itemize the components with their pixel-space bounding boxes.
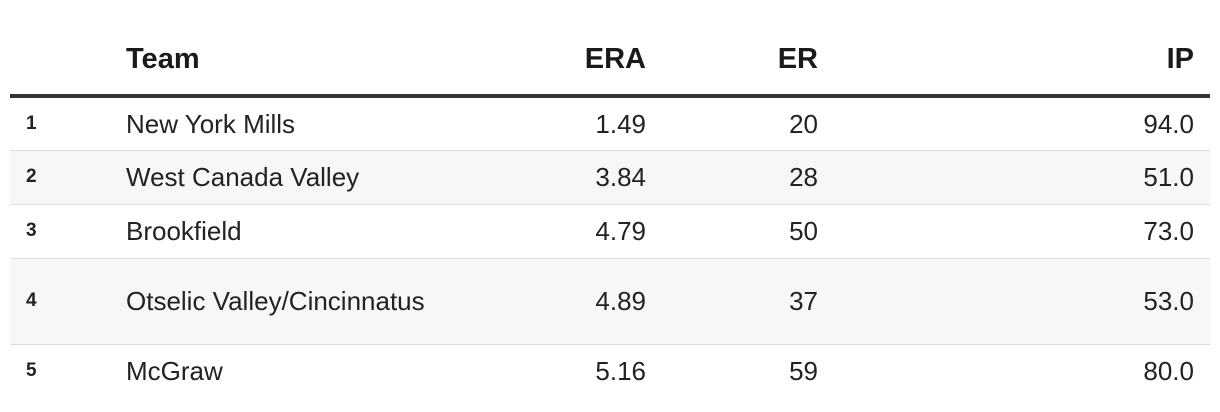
era-cell: 4.79	[510, 204, 662, 259]
header-era[interactable]: ERA	[510, 0, 662, 98]
team-cell: McGraw	[126, 356, 223, 387]
er-cell: 37	[662, 258, 862, 345]
header-team[interactable]: Team	[110, 0, 510, 98]
rank-cell: 4	[10, 258, 110, 345]
table-row: 3 Brookfield 4.79 50 73.0	[10, 204, 1210, 259]
table-header: Team ERA ER IP	[10, 0, 1210, 98]
team-cell: Otselic Valley/Cincinnatus	[110, 258, 510, 345]
era-cell: 1.49	[510, 96, 662, 151]
er-cell: 28	[662, 150, 862, 205]
ip-cell: 51.0	[862, 150, 1210, 205]
stats-table-container: Team ERA ER IP 1 New York Mills 1.49 20 …	[10, 0, 1210, 398]
team-cell: New York Mills	[110, 96, 510, 151]
header-ip[interactable]: IP	[862, 0, 1210, 98]
ip-cell: 73.0	[862, 204, 1210, 259]
era-cell: 5.16	[595, 356, 646, 387]
ip-cell: 80.0	[1143, 356, 1194, 387]
table-row: 4 Otselic Valley/Cincinnatus 4.89 37 53.…	[10, 258, 1210, 345]
ip-cell: 94.0	[862, 96, 1210, 151]
er-cell: 20	[662, 96, 862, 151]
team-cell: West Canada Valley	[110, 150, 510, 205]
table-row: 1 New York Mills 1.49 20 94.0	[10, 96, 1210, 151]
rank-cell: 2	[10, 150, 110, 205]
table-row: 5 McGraw 5.16 59 80.0	[10, 344, 1210, 398]
header-er[interactable]: ER	[662, 0, 862, 98]
header-rank	[10, 0, 110, 98]
header-row: Team ERA ER IP	[10, 0, 1210, 98]
table-row: 2 West Canada Valley 3.84 28 51.0	[10, 150, 1210, 205]
rank-cell: 5	[26, 360, 37, 382]
er-cell: 50	[662, 204, 862, 259]
era-cell: 3.84	[510, 150, 662, 205]
rank-cell: 1	[10, 96, 110, 151]
ip-cell: 53.0	[862, 258, 1210, 345]
team-cell: Brookfield	[110, 204, 510, 259]
table-body: 1 New York Mills 1.49 20 94.0 2 West Can…	[10, 96, 1210, 398]
er-cell: 59	[789, 356, 818, 387]
team-pitching-stats-table: Team ERA ER IP 1 New York Mills 1.49 20 …	[10, 0, 1210, 398]
era-cell: 4.89	[510, 258, 662, 345]
rank-cell: 3	[10, 204, 110, 259]
